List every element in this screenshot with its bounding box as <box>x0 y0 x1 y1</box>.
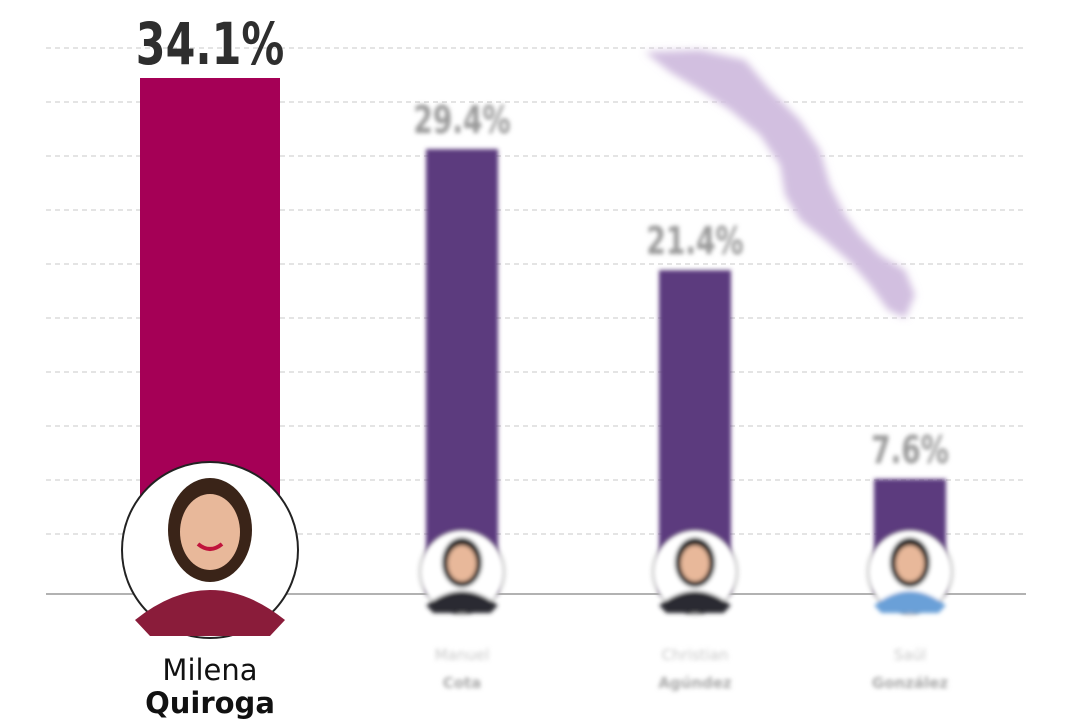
first-name: Manuel <box>435 646 490 664</box>
shoulders <box>135 590 285 636</box>
bar-group: 29.4% <box>413 99 511 594</box>
face <box>895 545 925 582</box>
bar <box>426 149 498 594</box>
first-name: Milena <box>162 653 257 687</box>
shoulders <box>874 591 946 614</box>
portrait <box>121 461 299 639</box>
value-label: 21.4% <box>646 220 743 264</box>
shoulders <box>426 591 498 614</box>
value-label: 29.4% <box>413 99 510 143</box>
map <box>645 50 915 318</box>
face <box>447 545 477 582</box>
face <box>180 494 240 570</box>
portrait <box>652 529 738 615</box>
shoulders <box>659 591 731 614</box>
portrait <box>867 529 953 615</box>
last-name: Cota <box>443 674 482 692</box>
smile <box>196 542 224 551</box>
face <box>680 545 710 582</box>
last-name: González <box>872 674 948 692</box>
last-name: Agúndez <box>658 674 732 692</box>
first-name: Christian <box>662 646 729 664</box>
last-name: Quiroga <box>145 686 275 720</box>
value-label: 34.1% <box>136 10 284 78</box>
portrait <box>419 529 505 615</box>
value-label: 7.6% <box>871 429 949 473</box>
first-name: Saúl <box>894 646 926 664</box>
